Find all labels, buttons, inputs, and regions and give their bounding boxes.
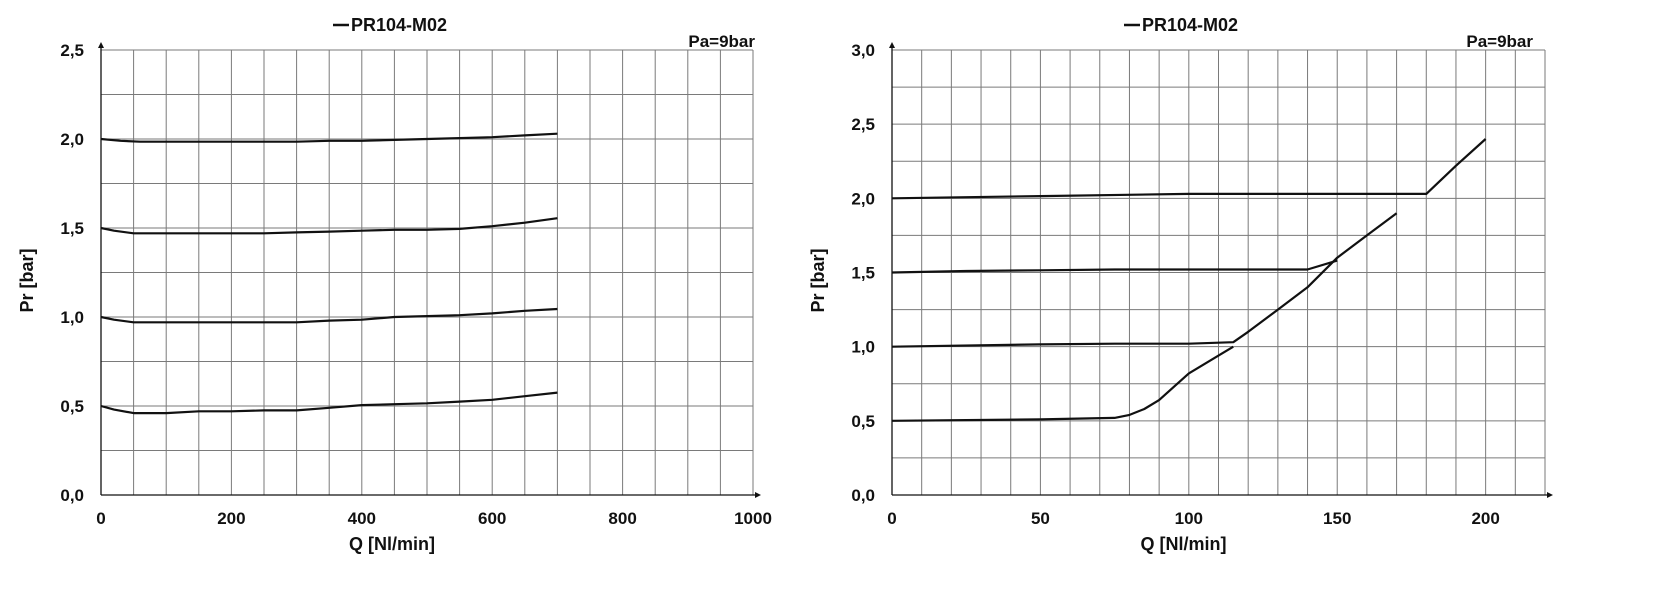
pressure-annotation: Pa=9bar — [688, 32, 755, 51]
y-tick-label: 1,5 — [60, 219, 84, 238]
series-line-4 — [100, 132, 558, 143]
y-tick-label: 0,0 — [851, 486, 875, 505]
legend-label: PR104-M02 — [1142, 15, 1238, 35]
y-axis-arrow — [889, 42, 895, 48]
y-tick-label: 2,0 — [851, 189, 875, 208]
series-line-3 — [100, 217, 558, 235]
series-line-1 — [100, 391, 558, 415]
x-axis-arrow — [755, 492, 761, 498]
x-tick-label: 200 — [217, 509, 245, 528]
series-line-1 — [891, 345, 1234, 422]
series-line-2 — [100, 307, 558, 324]
y-tick-label: 0,0 — [60, 486, 84, 505]
x-tick-label: 1000 — [734, 509, 772, 528]
x-tick-label: 150 — [1323, 509, 1351, 528]
x-axis-label: Q [Nl/min] — [349, 534, 435, 554]
grid — [101, 49, 754, 495]
series-line-2 — [891, 212, 1398, 348]
pressure-annotation: Pa=9bar — [1466, 32, 1533, 51]
chart-right: 0 50 100 150 200 0,0 0,5 1,0 1,5 2,0 2,5 3,0 Q [Nl/m… — [808, 15, 1553, 554]
grid — [892, 49, 1546, 495]
x-tick-label: 100 — [1175, 509, 1203, 528]
y-tick-label: 3,0 — [851, 41, 875, 60]
y-tick-label: 2,5 — [851, 115, 875, 134]
y-axis-arrow — [98, 42, 104, 48]
y-tick-label: 2,5 — [60, 41, 84, 60]
y-axis-label: Pr [bar] — [17, 248, 37, 312]
x-tick-label: 800 — [608, 509, 636, 528]
x-tick-label: 0 — [887, 509, 896, 528]
y-tick-label: 0,5 — [851, 412, 875, 431]
y-tick-label: 2,0 — [60, 130, 84, 149]
y-tick-label: 0,5 — [60, 397, 84, 416]
series-line-4 — [891, 138, 1487, 200]
x-tick-label: 400 — [348, 509, 376, 528]
x-tick-label: 600 — [478, 509, 506, 528]
y-axis-label: Pr [bar] — [808, 248, 828, 312]
y-tick-label: 1,0 — [60, 308, 84, 327]
x-tick-label: 0 — [96, 509, 105, 528]
x-tick-label: 50 — [1031, 509, 1050, 528]
x-axis-label: Q [Nl/min] — [1141, 534, 1227, 554]
x-tick-label: 200 — [1471, 509, 1499, 528]
chart-left: 0 200 400 600 800 1000 0,0 0,5 1,0 1,5 2,0 2,5 Q [Nl… — [17, 15, 772, 554]
legend-label: PR104-M02 — [351, 15, 447, 35]
x-axis-arrow — [1547, 492, 1553, 498]
series-line-3 — [891, 259, 1338, 274]
y-tick-label: 1,0 — [851, 338, 875, 357]
y-tick-label: 1,5 — [851, 264, 875, 283]
